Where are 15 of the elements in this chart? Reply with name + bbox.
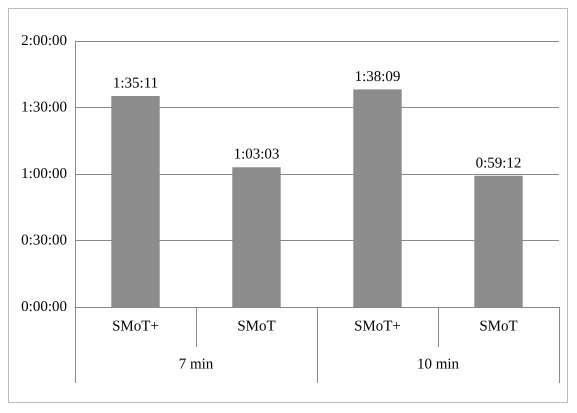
text: 10 min <box>416 356 460 372</box>
y-tick-label: 1:30:00 <box>21 100 67 116</box>
x-tick-label: SMoT <box>237 318 276 334</box>
data-label: 1:38:09 <box>354 68 400 85</box>
data-label: 1:03:03 <box>234 146 280 163</box>
y-tick-label: 1:00:00 <box>21 166 67 182</box>
data-label: 0:59:12 <box>476 155 522 172</box>
y-tick-label: 0:30:00 <box>21 232 67 248</box>
data-label: 1:35:11 <box>112 76 158 92</box>
x-tick-label: SMoT <box>479 318 518 334</box>
x-tick-label: SMoT+ <box>354 318 401 334</box>
text: 7 min <box>178 356 214 372</box>
y-tick-label: 0:00:00 <box>21 299 67 315</box>
y-tick-label: 2:00:00 <box>21 33 67 49</box>
x-tick-label: SMoT+ <box>112 318 159 334</box>
